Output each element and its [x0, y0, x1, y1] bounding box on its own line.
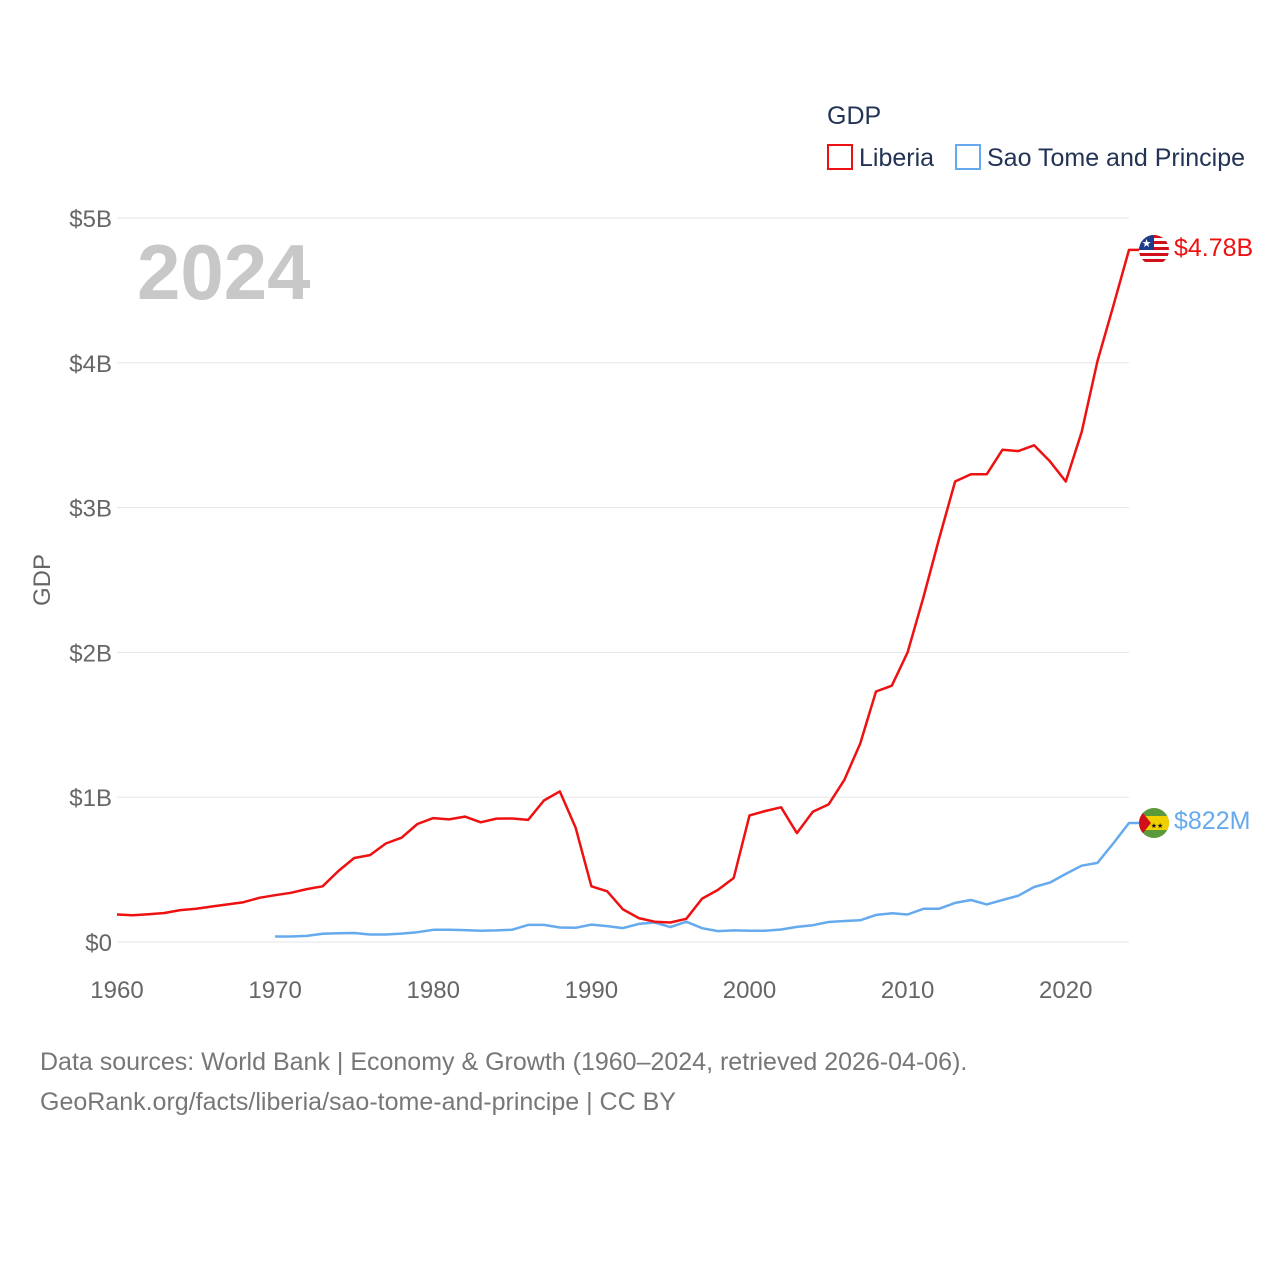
- legend-swatch-sao-tome[interactable]: [955, 144, 981, 170]
- year-watermark: 2024: [137, 228, 311, 316]
- legend-swatch-liberia[interactable]: [827, 144, 853, 170]
- sao-tome-end-label: $822M: [1174, 807, 1250, 835]
- y-axis-label: GDP: [29, 554, 56, 606]
- legend-label-liberia[interactable]: Liberia: [859, 144, 934, 172]
- data-source-note: Data sources: World Bank | Economy & Gro…: [40, 1042, 1240, 1122]
- liberia-flag-icon: ★: [1139, 235, 1169, 265]
- liberia-end-label: $4.78B: [1174, 234, 1253, 262]
- y-tick-label: $4B: [69, 351, 112, 378]
- sao-tome-flag-icon: ★★: [1139, 808, 1169, 838]
- x-tick-label: 2010: [881, 977, 934, 1004]
- y-tick-label: $1B: [69, 785, 112, 812]
- legend-label-sao-tome[interactable]: Sao Tome and Principe: [987, 144, 1245, 172]
- gdp-line-chart: $0 $1B $2B $3B $4B $5B 1960 1970 1980 1990 2000 20…: [29, 102, 1253, 1004]
- svg-text:★: ★: [1142, 237, 1152, 250]
- x-tick-label: 1990: [565, 977, 618, 1004]
- x-tick-label: 1980: [407, 977, 460, 1004]
- x-tick-label: 1970: [248, 977, 301, 1004]
- y-tick-label: $2B: [69, 640, 112, 667]
- source-line-2[interactable]: GeoRank.org/facts/liberia/sao-tome-and-p…: [40, 1088, 676, 1116]
- y-tick-label: $3B: [69, 496, 112, 523]
- series-line-liberia[interactable]: [116, 248, 1139, 924]
- x-tick-label: 2000: [723, 977, 776, 1004]
- gridlines: [117, 217, 1129, 943]
- y-tick-label: $0: [85, 930, 112, 957]
- x-tick-label: 1960: [90, 977, 143, 1004]
- source-line-1: Data sources: World Bank | Economy & Gro…: [40, 1048, 968, 1076]
- y-tick-label: $5B: [69, 206, 112, 233]
- series-line-sao-tome[interactable]: [275, 821, 1139, 938]
- x-tick-label: 2020: [1039, 977, 1092, 1004]
- x-axis-ticks: 1960 1970 1980 1990 2000 2010 2020: [90, 977, 1092, 1004]
- legend-title: GDP: [827, 102, 881, 130]
- y-axis-ticks: $0 $1B $2B $3B $4B $5B: [69, 206, 112, 957]
- svg-text:★★: ★★: [1151, 822, 1164, 830]
